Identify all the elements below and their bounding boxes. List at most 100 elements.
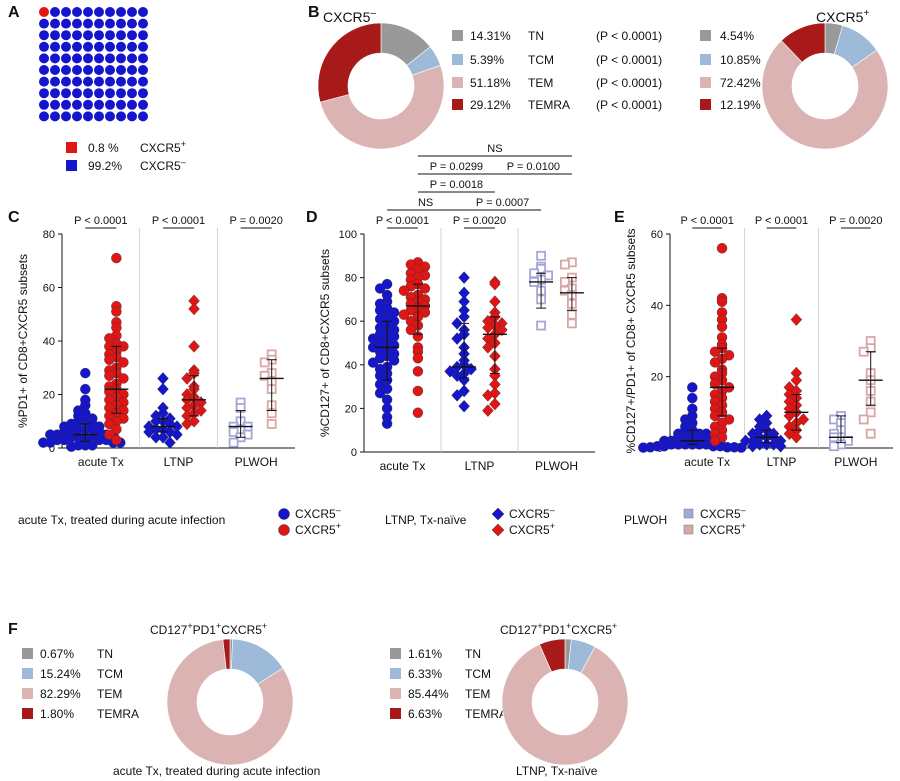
data-point <box>412 353 424 364</box>
data-point <box>865 428 876 439</box>
y-tick-label: 0 <box>351 447 357 459</box>
waffle-dot-neg <box>94 18 104 29</box>
waffle-dot-neg <box>116 88 126 99</box>
data-point <box>567 309 577 320</box>
y-tick-label: 60 <box>345 316 357 328</box>
legend-label-neg: CXCR5– <box>140 157 186 173</box>
data-point <box>482 404 494 417</box>
data-point <box>536 250 546 261</box>
scatter-panel-d: 0 20 40 60 80 100 acute Tx LTNP PLWOH %CD127+ of … <box>318 143 595 473</box>
f2-legend-label-1: TCM <box>465 667 491 681</box>
panel-b-right-title: CXCR5+ <box>816 8 869 25</box>
data-point <box>716 321 728 332</box>
waffle-dot-neg <box>127 88 137 99</box>
p-value-label: NS <box>418 197 433 209</box>
data-point <box>181 417 193 431</box>
f2-legend-swatch-3 <box>390 708 401 719</box>
data-point <box>157 382 169 396</box>
data-point <box>458 310 470 324</box>
waffle-dot-neg <box>138 111 148 122</box>
f1-legend-pct-3: 1.80% <box>40 707 74 721</box>
data-point <box>188 414 200 428</box>
waffle-dot-neg <box>61 111 71 122</box>
f2-legend-swatch-1 <box>390 668 401 679</box>
f1-legend-label-3: TEMRA <box>97 707 139 721</box>
data-point <box>790 431 803 444</box>
b-left-pct-temra: 29.12% <box>470 98 511 112</box>
y-axis-label: %PD1+ of CD8+CXCR5 subsets <box>16 254 30 428</box>
data-point <box>381 418 393 429</box>
f2-legend-pct-2: 85.44% <box>408 687 449 701</box>
f1-legend-pct-2: 82.29% <box>40 687 81 701</box>
data-point <box>111 252 122 264</box>
data-point <box>489 397 501 411</box>
data-point <box>451 389 463 402</box>
data-point <box>638 442 649 453</box>
data-point <box>104 370 115 381</box>
data-point <box>388 355 400 366</box>
waffle-dot-neg <box>39 41 49 52</box>
y-tick-label: 80 <box>43 229 55 241</box>
data-point <box>458 399 470 413</box>
pie-f-ltnp <box>501 638 629 766</box>
data-point <box>790 313 803 326</box>
p-value-label: P < 0.0001 <box>152 215 205 227</box>
waffle-dot-neg <box>116 99 126 110</box>
f2-legend-pct-1: 6.33% <box>408 667 442 681</box>
data-point <box>381 394 393 405</box>
data-point <box>111 424 122 435</box>
waffle-dot-neg <box>83 18 93 29</box>
legend-pct-neg: 99.2% <box>88 159 122 173</box>
waffle-dot-neg <box>138 65 148 75</box>
panel-label-f: F <box>8 621 18 638</box>
data-point <box>790 373 803 387</box>
y-tick-label: 40 <box>345 360 357 372</box>
waffle-dot-neg <box>61 65 71 75</box>
waffle-dot-neg <box>105 65 115 75</box>
y-tick-label: 40 <box>651 300 663 312</box>
legend-marker-ltnp-neg <box>491 507 505 521</box>
legend-label-pos: CXCR5+ <box>140 139 186 155</box>
data-point <box>405 324 417 336</box>
b-pvalue-tem: (P < 0.0001) <box>596 76 662 90</box>
data-point <box>412 366 424 377</box>
x-category-label: acute Tx <box>684 455 730 469</box>
legend-marker-plwoh-pos <box>683 524 694 535</box>
f2-legend-swatch-0 <box>390 648 401 659</box>
legend-swatch-tn-right <box>700 30 711 41</box>
data-point <box>687 392 698 404</box>
waffle-dot-neg <box>50 41 60 52</box>
legend-marker-plwoh-neg <box>683 508 694 519</box>
data-point <box>783 427 796 441</box>
waffle-dot-neg <box>39 76 49 87</box>
b-label-tn: TN <box>528 29 544 43</box>
waffle-dot-neg <box>61 99 71 110</box>
waffle-dot-neg <box>72 99 82 110</box>
f2-legend-pct-3: 6.63% <box>408 707 442 721</box>
panel-f-left-caption: acute Tx, treated during acute infection <box>113 764 320 778</box>
pie-f1-slice-2 <box>166 639 294 766</box>
waffle-dot-neg <box>50 53 60 64</box>
waffle-dot-neg <box>127 30 137 41</box>
b-left-pct-tem: 51.18% <box>470 76 511 90</box>
waffle-dot-neg <box>83 65 93 75</box>
data-point <box>774 439 787 453</box>
p-value-label: P = 0.0020 <box>453 215 506 227</box>
data-point <box>374 283 386 294</box>
waffle-dot-neg <box>138 18 148 29</box>
x-category-label: LTNP <box>465 459 495 473</box>
data-point <box>188 302 200 316</box>
p-value-label: P = 0.0020 <box>829 215 882 227</box>
pie-f1-slice-3 <box>222 638 231 670</box>
legend-plwoh-neg: CXCR5– <box>700 505 746 521</box>
panel-f-right-caption: LTNP, Tx-naïve <box>516 764 598 778</box>
y-tick-label: 100 <box>339 229 357 241</box>
data-point <box>716 296 728 307</box>
data-point <box>374 387 386 399</box>
p-value-label: P = 0.0007 <box>476 197 529 209</box>
waffle-dot-neg <box>116 111 126 122</box>
panel-label-c: C <box>8 209 20 226</box>
waffle-dot-neg <box>127 41 137 52</box>
legend-swatch-cxcr5-neg <box>66 160 77 171</box>
f2-legend-swatch-2 <box>390 688 401 699</box>
